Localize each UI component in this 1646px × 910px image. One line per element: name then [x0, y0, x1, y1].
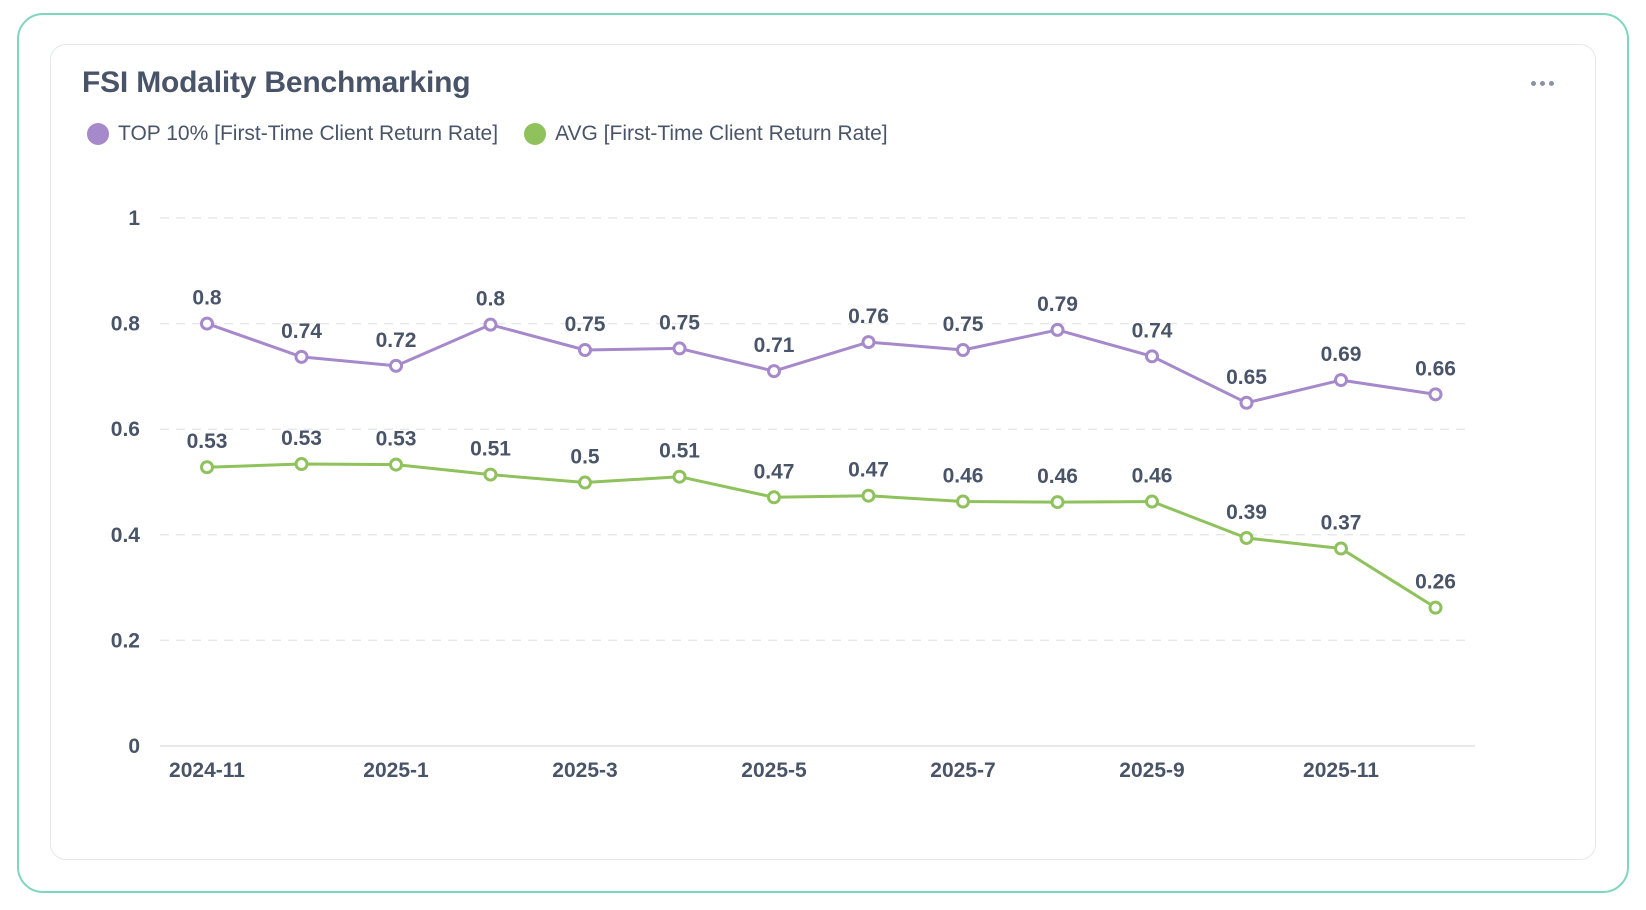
data-point [1428, 600, 1443, 615]
data-point [1334, 373, 1348, 388]
data-label: 0.8 [192, 287, 222, 310]
chart-title: FSI Modality Benchmarking [82, 66, 471, 99]
data-label: 0.71 [754, 334, 795, 357]
data-point [1239, 395, 1254, 410]
data-label: 0.69 [1321, 343, 1362, 366]
data-label: 0.53 [187, 430, 228, 453]
data-label: 0.46 [1132, 465, 1173, 488]
data-point [1145, 494, 1159, 509]
data-point [1050, 495, 1065, 510]
data-label: 0.8 [476, 288, 506, 311]
legend-swatch-top10 [87, 123, 109, 145]
data-label: 0.37 [1321, 512, 1362, 535]
data-point [672, 469, 687, 484]
data-point [1428, 387, 1443, 402]
series-line-top10 [205, 322, 1437, 405]
data-label: 0.75 [565, 313, 606, 336]
data-label: 0.75 [943, 313, 984, 336]
data-point [767, 490, 781, 505]
y-tick-label: 0.6 [111, 418, 140, 441]
x-tick-label: 2025-9 [1119, 759, 1184, 782]
data-point [956, 343, 970, 357]
data-point [483, 467, 498, 482]
legend-swatch-avg [524, 123, 547, 145]
data-label: 0.53 [376, 428, 417, 451]
data-point [294, 349, 309, 364]
data-label: 0.47 [754, 460, 795, 483]
data-point [956, 494, 970, 509]
y-tick-label: 0.2 [111, 629, 140, 652]
data-label: 0.5 [570, 446, 600, 469]
data-label: 0.74 [1132, 319, 1173, 342]
more-options-icon[interactable] [1522, 68, 1562, 98]
legend-item-avg[interactable]: AVG [First-Time Client Return Rate] [524, 122, 888, 146]
data-point [1145, 349, 1159, 364]
data-point [861, 335, 876, 350]
data-label: 0.26 [1415, 571, 1456, 594]
more-dot [1548, 80, 1554, 86]
data-label: 0.79 [1037, 293, 1078, 316]
x-tick-label: 2025-1 [363, 759, 429, 782]
data-label: 0.47 [848, 459, 889, 482]
chart-card [50, 44, 1596, 860]
data-label: 0.51 [470, 438, 511, 461]
data-point [1334, 541, 1348, 556]
data-point [861, 488, 876, 503]
data-label: 0.46 [943, 465, 984, 488]
data-label: 0.65 [1226, 366, 1267, 389]
series-line-avg [205, 462, 1437, 610]
y-tick-label: 0 [128, 735, 140, 758]
data-point [389, 457, 403, 472]
data-label: 0.75 [659, 311, 700, 334]
x-tick-label: 2024-11 [169, 759, 245, 782]
chart-legend: TOP 10% [First-Time Client Return Rate] … [87, 122, 888, 146]
data-point [200, 460, 214, 475]
y-tick-label: 1 [128, 207, 140, 230]
more-dot [1539, 80, 1545, 86]
data-point [483, 317, 498, 332]
data-point [389, 358, 403, 373]
data-point [767, 364, 781, 379]
x-tick-label: 2025-3 [552, 759, 617, 782]
data-point [578, 475, 592, 490]
data-point [578, 343, 592, 357]
data-label: 0.74 [281, 320, 322, 343]
data-label: 0.39 [1226, 501, 1267, 524]
data-label: 0.66 [1415, 357, 1456, 380]
data-label: 0.72 [376, 329, 417, 352]
data-point [1050, 322, 1065, 337]
data-point [200, 316, 214, 331]
data-point [672, 341, 687, 356]
data-label: 0.53 [281, 427, 322, 450]
data-label: 0.76 [848, 305, 889, 328]
legend-label-avg: AVG [First-Time Client Return Rate] [555, 122, 888, 145]
data-label: 0.51 [659, 440, 700, 463]
x-tick-label: 2025-7 [930, 759, 995, 782]
legend-label-top10: TOP 10% [First-Time Client Return Rate] [118, 122, 499, 145]
y-tick-label: 0.8 [111, 313, 141, 336]
x-tick-label: 2025-5 [741, 759, 807, 782]
legend-item-top10[interactable]: TOP 10% [First-Time Client Return Rate] [87, 122, 498, 146]
data-point [294, 457, 309, 472]
more-dot [1530, 80, 1536, 86]
y-tick-label: 0.4 [111, 524, 141, 547]
data-point [1239, 530, 1254, 545]
data-label: 0.46 [1037, 465, 1078, 488]
x-tick-label: 2025-11 [1303, 759, 1379, 782]
